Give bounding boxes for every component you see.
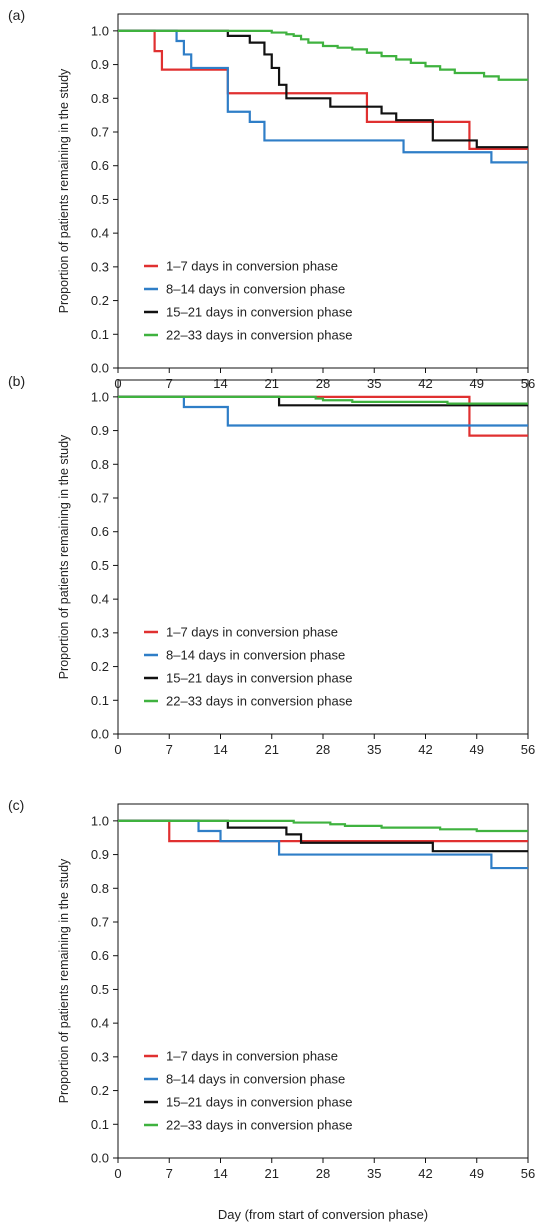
- y-tick-label: 0.8: [91, 457, 109, 472]
- series-line-2: [118, 819, 528, 870]
- x-tick-label: 35: [367, 376, 381, 391]
- y-tick-label: 0.7: [91, 915, 109, 930]
- series-line-4: [118, 819, 528, 833]
- series-line-1: [118, 819, 528, 843]
- y-tick-label: 0.2: [91, 1083, 109, 1098]
- panel-c-chart: (c) Proportion of patients remaining in t…: [8, 797, 535, 1181]
- legend-label-2: 8–14 days in conversion phase: [166, 282, 345, 297]
- legend-label-4: 22–33 days in conversion phase: [166, 694, 352, 709]
- x-tick-label: 42: [418, 376, 432, 391]
- y-tick-label: 0.9: [91, 847, 109, 862]
- y-tick-label: 0.3: [91, 259, 109, 274]
- y-tick-label: 0.3: [91, 1049, 109, 1064]
- legend-label-1: 1–7 days in conversion phase: [166, 625, 338, 640]
- legend-label-1: 1–7 days in conversion phase: [166, 259, 338, 274]
- y-tick-label: 0.9: [91, 423, 109, 438]
- legend-label-1: 1–7 days in conversion phase: [166, 1049, 338, 1064]
- y-tick-label: 0.5: [91, 192, 109, 207]
- y-tick-label: 0.0: [91, 727, 109, 742]
- y-tick-label: 0.8: [91, 881, 109, 896]
- y-tick-label: 0.9: [91, 57, 109, 72]
- y-tick-label: 1.0: [91, 813, 109, 828]
- panel-b-chart: (b) Proportion of patients remaining in t…: [8, 373, 535, 757]
- y-axis-label: Proportion of patients remaining in the …: [57, 858, 71, 1103]
- x-tick-label: 49: [470, 742, 484, 757]
- y-tick-label: 1.0: [91, 389, 109, 404]
- y-axis-label: Proportion of patients remaining in the …: [57, 434, 71, 679]
- series-line-1: [118, 29, 528, 150]
- x-tick-label: 21: [265, 1166, 279, 1181]
- legend-label-3: 15–21 days in conversion phase: [166, 1095, 352, 1110]
- panel-label: (c): [8, 797, 24, 813]
- x-tick-label: 14: [213, 1166, 227, 1181]
- y-tick-label: 0.7: [91, 491, 109, 506]
- y-tick-label: 0.5: [91, 558, 109, 573]
- x-tick-label: 0: [114, 1166, 121, 1181]
- legend-label-3: 15–21 days in conversion phase: [166, 305, 352, 320]
- y-tick-label: 0.8: [91, 91, 109, 106]
- x-tick-label: 56: [521, 742, 535, 757]
- x-tick-label: 42: [418, 742, 432, 757]
- x-tick-label: 56: [521, 1166, 535, 1181]
- figure-xlabel: Day (from start of conversion phase): [218, 1207, 428, 1222]
- x-tick-label: 7: [166, 742, 173, 757]
- legend-label-3: 15–21 days in conversion phase: [166, 671, 352, 686]
- y-tick-label: 0.1: [91, 327, 109, 342]
- y-tick-label: 0.6: [91, 524, 109, 539]
- series-line-3: [118, 29, 528, 149]
- x-tick-label: 0: [114, 742, 121, 757]
- x-tick-label: 42: [418, 1166, 432, 1181]
- y-tick-label: 0.4: [91, 1016, 109, 1031]
- x-tick-label: 7: [166, 1166, 173, 1181]
- series-line-3: [118, 819, 528, 853]
- legend-label-2: 8–14 days in conversion phase: [166, 1072, 345, 1087]
- y-tick-label: 0.2: [91, 659, 109, 674]
- y-tick-label: 0.4: [91, 592, 109, 607]
- y-tick-label: 0.1: [91, 1117, 109, 1132]
- x-tick-label: 14: [213, 376, 227, 391]
- y-tick-label: 0.1: [91, 693, 109, 708]
- y-tick-label: 0.0: [91, 361, 109, 376]
- x-tick-label: 49: [470, 1166, 484, 1181]
- x-tick-label: 21: [265, 742, 279, 757]
- x-tick-label: 35: [367, 1166, 381, 1181]
- panel-label: (b): [8, 373, 25, 389]
- y-tick-label: 0.0: [91, 1151, 109, 1166]
- y-tick-label: 1.0: [91, 23, 109, 38]
- legend-label-4: 22–33 days in conversion phase: [166, 1118, 352, 1133]
- legend-label-2: 8–14 days in conversion phase: [166, 648, 345, 663]
- y-tick-label: 0.6: [91, 158, 109, 173]
- series-line-4: [118, 395, 528, 405]
- y-tick-label: 0.4: [91, 226, 109, 241]
- series-line-2: [118, 29, 528, 164]
- y-tick-label: 0.2: [91, 293, 109, 308]
- x-tick-label: 7: [166, 376, 173, 391]
- x-tick-label: 28: [316, 1166, 330, 1181]
- panel-a-chart: (a) Proportion of patients remaining in t…: [8, 7, 535, 391]
- y-axis-label: Proportion of patients remaining in the …: [57, 68, 71, 313]
- y-tick-label: 0.5: [91, 982, 109, 997]
- x-tick-label: 49: [470, 376, 484, 391]
- series-line-4: [118, 29, 528, 81]
- y-tick-label: 0.7: [91, 125, 109, 140]
- x-tick-label: 28: [316, 376, 330, 391]
- y-tick-label: 0.3: [91, 625, 109, 640]
- x-tick-label: 28: [316, 742, 330, 757]
- x-tick-label: 21: [265, 376, 279, 391]
- panel-label: (a): [8, 7, 25, 23]
- x-tick-label: 35: [367, 742, 381, 757]
- x-tick-label: 14: [213, 742, 227, 757]
- y-tick-label: 0.6: [91, 948, 109, 963]
- legend-label-4: 22–33 days in conversion phase: [166, 328, 352, 343]
